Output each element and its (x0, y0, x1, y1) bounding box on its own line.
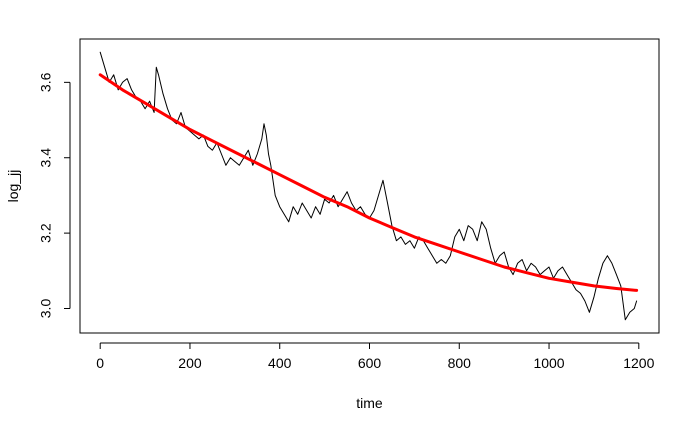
x-axis-label: time (356, 395, 383, 411)
y-tick-label: 3.2 (38, 223, 54, 243)
x-tick-label: 800 (448, 355, 472, 371)
x-tick-label: 1000 (533, 355, 564, 371)
y-tick-label: 3.6 (38, 72, 54, 92)
x-tick-label: 400 (268, 355, 292, 371)
x-tick-label: 0 (96, 355, 104, 371)
y-tick-label: 3.4 (38, 148, 54, 168)
fitted-curve-line (98, 73, 639, 292)
x-tick-label: 1200 (623, 355, 654, 371)
series-layer (98, 51, 639, 321)
y-axis-label: log_jj (5, 170, 21, 203)
x-axis: 0 200 400 600 800 1000 1200 (96, 342, 655, 371)
y-axis: 3.0 3.2 3.4 3.6 (38, 72, 71, 319)
x-tick-label: 200 (178, 355, 202, 371)
plot-frame (79, 38, 660, 334)
y-tick-label: 3.0 (38, 299, 54, 319)
x-tick-label: 600 (358, 355, 382, 371)
